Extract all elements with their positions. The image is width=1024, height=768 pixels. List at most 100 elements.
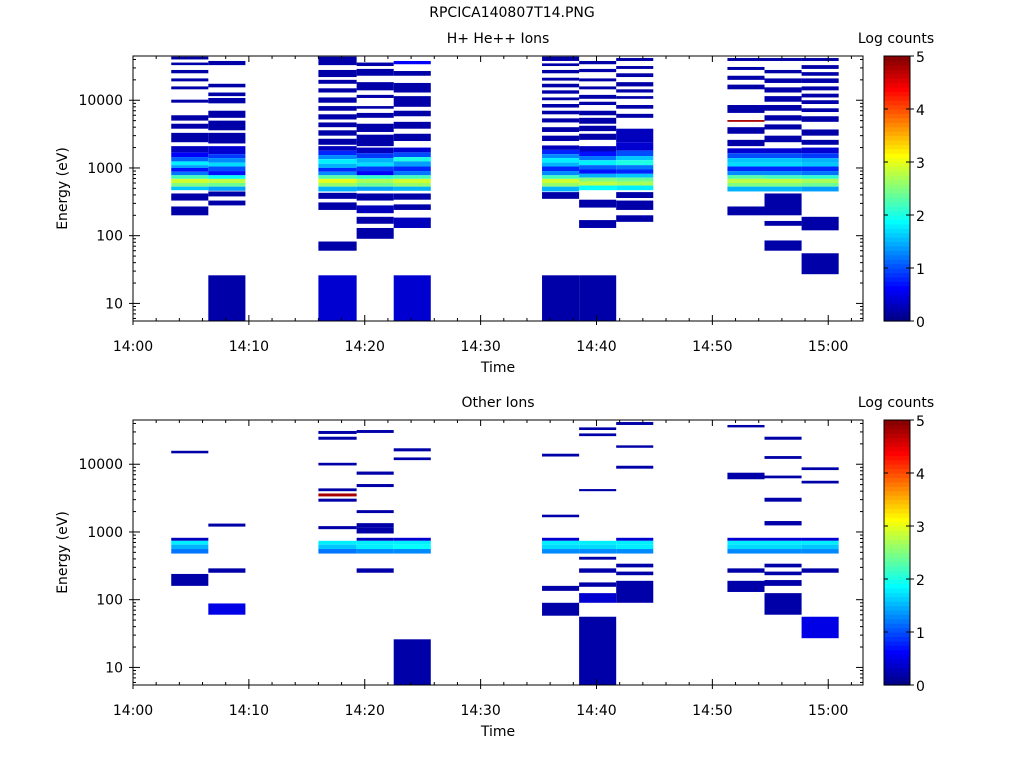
- spectrogram-cell: [393, 537, 431, 541]
- spectrogram-cell: [542, 453, 580, 457]
- spectrogram-cell: [616, 128, 654, 143]
- spectrogram-cell: [318, 498, 357, 502]
- colorbar-segment: [884, 424, 910, 430]
- spectrogram-cell: [318, 430, 357, 434]
- spectrogram-cell: [579, 110, 617, 116]
- colorbar-segment: [884, 534, 910, 540]
- spectrogram-cell: [764, 497, 802, 502]
- spectrogram-cell: [764, 158, 802, 163]
- spectrogram-cell: [579, 540, 617, 545]
- spectrogram-cell: [318, 202, 357, 210]
- colorbar-segment: [884, 276, 910, 282]
- y-tick-label: 10000: [78, 457, 123, 473]
- spectrogram-cell: [356, 162, 394, 167]
- colorbar-tick-label: 0: [916, 315, 925, 331]
- colorbar-segment: [884, 298, 910, 304]
- y-tick-label: 100: [96, 593, 123, 609]
- colorbar-tick-label: 2: [916, 573, 925, 589]
- spectrogram-cell: [801, 100, 839, 104]
- colorbar-segment: [884, 303, 910, 309]
- colorbar-tick-label: 5: [916, 414, 925, 430]
- colorbar-segment: [884, 645, 910, 651]
- spectrogram-cell: [764, 475, 802, 479]
- spectrogram-cell: [318, 114, 357, 120]
- colorbar-segment: [884, 197, 910, 203]
- spectrogram-cell: [208, 186, 246, 191]
- colorbar-segment: [884, 166, 910, 172]
- spectrogram-cell: [579, 275, 617, 321]
- spectrogram-cell: [727, 182, 765, 187]
- colorbar-segment: [884, 241, 910, 247]
- spectrogram-cell: [171, 206, 209, 216]
- spectrogram-cell: [801, 72, 839, 76]
- colorbar-segment: [884, 464, 910, 470]
- spectrogram-cell: [208, 162, 246, 167]
- colorbar-segment: [884, 192, 910, 198]
- spectrogram-cell: [764, 87, 802, 93]
- spectrogram-cell: [764, 69, 802, 74]
- spectrogram-cell: [356, 166, 394, 172]
- colorbar-tick-label: 2: [916, 209, 925, 225]
- spectrogram-cell: [727, 544, 765, 550]
- spectrogram-cell: [727, 127, 765, 134]
- spectrogram-cell: [318, 526, 357, 530]
- spectrogram-cell: [393, 639, 431, 685]
- spectrogram-cell: [318, 488, 357, 492]
- spectrogram-cell: [393, 217, 431, 228]
- colorbar-tick-label: 3: [916, 520, 925, 536]
- spectrogram-cell: [318, 544, 357, 550]
- spectrogram-cell: [393, 186, 431, 191]
- spectrogram-cell: [393, 275, 431, 321]
- colorbar-segment: [884, 601, 910, 607]
- spectrogram-cell: [356, 227, 394, 239]
- spectrogram-cell: [579, 94, 617, 99]
- spectrogram-cell: [171, 182, 209, 187]
- spectrogram-cell: [393, 171, 431, 176]
- colorbar-segment: [884, 490, 910, 496]
- spectrogram-cell: [318, 106, 357, 111]
- spectrogram-cell: [318, 462, 357, 466]
- spectrogram-cell: [727, 105, 765, 113]
- colorbar-frame: [883, 55, 911, 322]
- spectrogram-cell: [393, 182, 431, 187]
- spectrogram-cell: [801, 616, 839, 639]
- colorbar-segment: [884, 184, 910, 190]
- spectrogram-cell: [764, 171, 802, 176]
- spectrogram-cell: [542, 166, 580, 172]
- spectrogram-cell: [727, 75, 765, 80]
- spectrogram-cell: [801, 568, 839, 573]
- spectrogram-cell: [579, 181, 617, 186]
- spectrogram-cell: [727, 58, 765, 61]
- y-tick-label: 10: [105, 296, 123, 312]
- spectrogram-cell: [393, 175, 431, 179]
- colorbar-segment: [884, 254, 910, 260]
- spectrogram-cell: [616, 544, 654, 550]
- colorbar-tick-label: 4: [916, 467, 925, 483]
- spectrogram-cell: [801, 544, 839, 550]
- x-tick-label: 14:00: [113, 703, 153, 719]
- spectrogram-cell: [356, 153, 394, 159]
- spectrogram-cell: [727, 84, 765, 90]
- spectrogram-cell: [764, 593, 802, 615]
- spectrogram-cell: [579, 556, 617, 560]
- spectrogram-cell: [764, 135, 802, 143]
- spectrogram-cell: [393, 549, 431, 554]
- spectrogram-cell: [356, 537, 394, 541]
- colorbar-segment: [884, 662, 910, 668]
- y-tick-label: 1000: [87, 161, 123, 177]
- spectrogram-cell: [318, 163, 357, 168]
- spectrogram-cell: [727, 549, 765, 554]
- colorbar-segment: [884, 587, 910, 593]
- colorbar-segment: [884, 263, 910, 269]
- spectrogram-cell: [393, 161, 431, 167]
- spectrogram-cell: [393, 121, 431, 129]
- spectrogram-cell: [801, 139, 839, 145]
- colorbar-segment: [884, 680, 910, 686]
- spectrogram-cell: [764, 563, 802, 568]
- spectrogram-cell: [616, 58, 654, 61]
- spectrogram-cell: [542, 158, 580, 163]
- spectrogram-cell: [393, 193, 431, 200]
- colorbar-segment: [884, 609, 910, 615]
- spectrogram-cell: [542, 540, 580, 545]
- spectrogram-cell: [579, 177, 617, 182]
